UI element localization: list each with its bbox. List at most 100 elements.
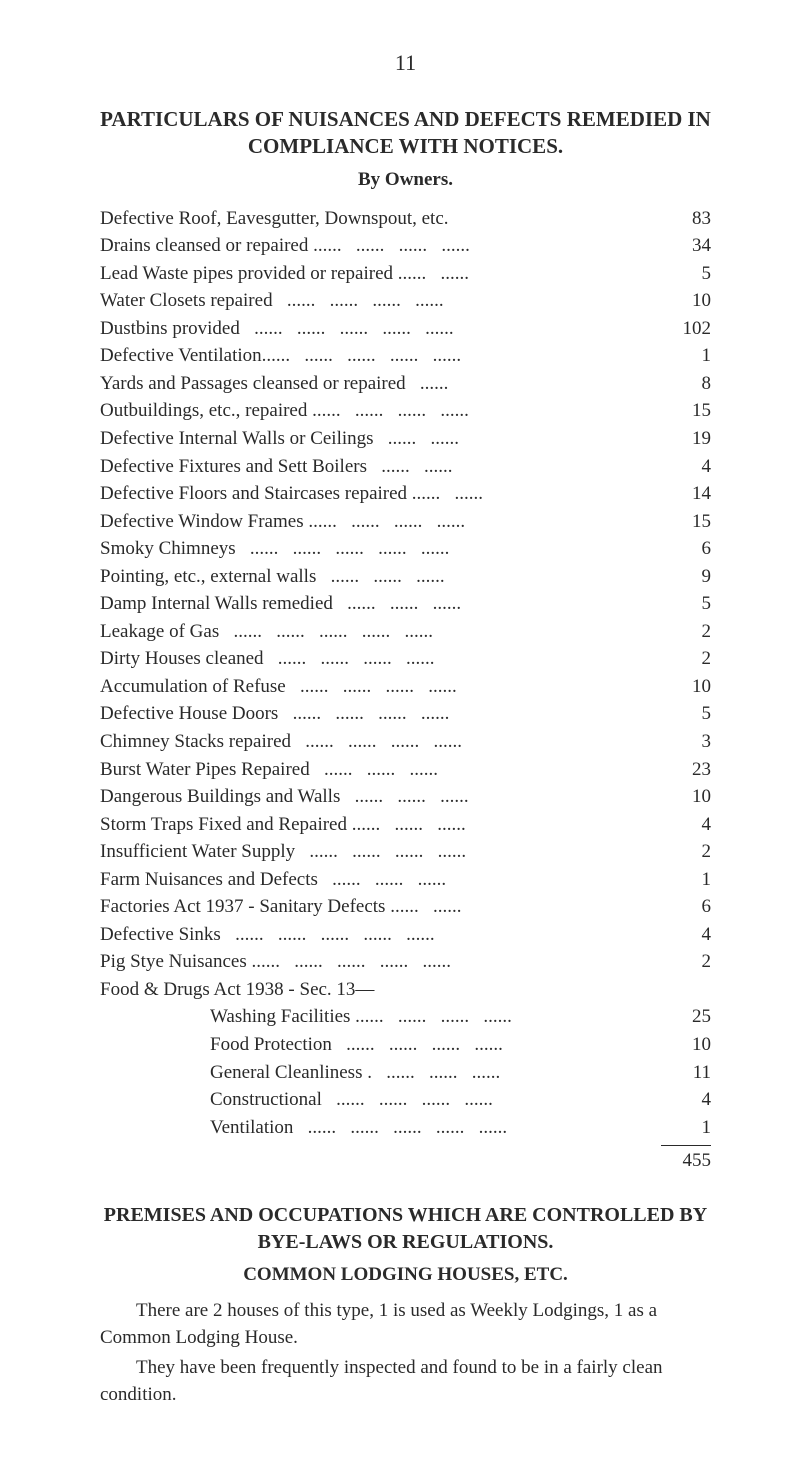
premises-para-1: There are 2 houses of this type, 1 is us… [100,1298,711,1351]
nuisances-list: Defective Roof, Eavesgutter, Downspout, … [100,205,711,1004]
list-item-label: Drains cleansed or repaired ...... .....… [100,232,656,260]
list-item-value: 4 [656,811,711,839]
list-item-value: 4 [656,921,711,949]
page-number: 11 [100,50,711,76]
list-item: Chimney Stacks repaired ...... ...... ..… [100,728,711,756]
list-item-value: 5 [656,260,711,288]
main-heading: PARTICULARS OF NUISANCES AND DEFECTS REM… [100,106,711,161]
list-item-value: 2 [656,645,711,673]
list-item-label: Outbuildings, etc., repaired ...... ....… [100,397,656,425]
list-item-value: 3 [656,728,711,756]
list-item-label: Food & Drugs Act 1938 - Sec. 13— [100,976,656,1004]
list-item: Yards and Passages cleansed or repaired … [100,370,711,398]
list-item: Dangerous Buildings and Walls ...... ...… [100,783,711,811]
sub-list-item-value: 11 [656,1059,711,1087]
list-item: Factories Act 1937 - Sanitary Defects ..… [100,893,711,921]
list-item-value: 34 [656,232,711,260]
by-owners-heading: By Owners. [100,169,711,191]
premises-subheading: COMMON LODGING HOUSES, ETC. [100,1264,711,1286]
list-item-value: 5 [656,590,711,618]
list-item-label: Farm Nuisances and Defects ...... ......… [100,866,656,894]
list-item-value: 15 [656,397,711,425]
list-item: Defective Ventilation...... ...... .....… [100,342,711,370]
list-item-label: Leakage of Gas ...... ...... ...... ....… [100,618,656,646]
list-item-label: Factories Act 1937 - Sanitary Defects ..… [100,893,656,921]
list-item-label: Chimney Stacks repaired ...... ...... ..… [100,728,656,756]
list-item-label: Defective House Doors ...... ...... ....… [100,700,656,728]
list-item: Accumulation of Refuse ...... ...... ...… [100,673,711,701]
sub-list-item-label: Washing Facilities ...... ...... ...... … [100,1003,656,1031]
list-item: Pig Stye Nuisances ...... ...... ...... … [100,948,711,976]
sub-list-item-label: Ventilation ...... ...... ...... ...... … [100,1114,656,1142]
list-item-value: 6 [656,893,711,921]
list-item-label: Defective Sinks ...... ...... ...... ...… [100,921,656,949]
list-item-value: 10 [656,783,711,811]
list-item-label: Smoky Chimneys ...... ...... ...... ....… [100,535,656,563]
sub-list-item-value: 1 [656,1114,711,1142]
list-item-value: 5 [656,700,711,728]
list-item-label: Defective Internal Walls or Ceilings ...… [100,425,656,453]
list-item-value: 9 [656,563,711,591]
total-rule [661,1145,711,1146]
sub-list-item-value: 25 [656,1003,711,1031]
list-item: Food & Drugs Act 1938 - Sec. 13— [100,976,711,1004]
list-item: Insufficient Water Supply ...... ...... … [100,838,711,866]
sub-list-item-label: Constructional ...... ...... ...... ....… [100,1086,656,1114]
list-item: Damp Internal Walls remedied ...... ....… [100,590,711,618]
document-page: 11 PARTICULARS OF NUISANCES AND DEFECTS … [0,0,801,1463]
list-item: Burst Water Pipes Repaired ...... ......… [100,756,711,784]
premises-para-2: They have been frequently inspected and … [100,1355,711,1408]
sub-list-item: General Cleanliness . ...... ...... ....… [100,1059,711,1087]
list-item-value: 4 [656,453,711,481]
list-item-value: 2 [656,948,711,976]
list-item-label: Defective Fixtures and Sett Boilers ....… [100,453,656,481]
list-item-value: 1 [656,342,711,370]
list-item-value: 2 [656,838,711,866]
list-item-value: 10 [656,287,711,315]
list-item: Defective Roof, Eavesgutter, Downspout, … [100,205,711,233]
list-item-label: Defective Floors and Staircases repaired… [100,480,656,508]
list-item-value: 14 [656,480,711,508]
list-item-label: Defective Roof, Eavesgutter, Downspout, … [100,205,656,233]
list-item-value: 102 [656,315,711,343]
list-item: Defective Fixtures and Sett Boilers ....… [100,453,711,481]
list-item: Defective Floors and Staircases repaired… [100,480,711,508]
list-item: Outbuildings, etc., repaired ...... ....… [100,397,711,425]
list-item-value: 8 [656,370,711,398]
list-item-label: Storm Traps Fixed and Repaired ...... ..… [100,811,656,839]
list-item-label: Yards and Passages cleansed or repaired … [100,370,656,398]
list-item-label: Pig Stye Nuisances ...... ...... ...... … [100,948,656,976]
list-item-label: Dirty Houses cleaned ...... ...... .....… [100,645,656,673]
list-item-value: 6 [656,535,711,563]
list-item-value: 10 [656,673,711,701]
list-item: Drains cleansed or repaired ...... .....… [100,232,711,260]
total-row: 455 [100,1150,711,1172]
list-item-value: 23 [656,756,711,784]
list-item: Water Closets repaired ...... ...... ...… [100,287,711,315]
list-item-label: Insufficient Water Supply ...... ...... … [100,838,656,866]
list-item: Lead Waste pipes provided or repaired ..… [100,260,711,288]
list-item-label: Defective Window Frames ...... ...... ..… [100,508,656,536]
total-value: 455 [656,1150,711,1172]
list-item: Defective Window Frames ...... ...... ..… [100,508,711,536]
list-item: Storm Traps Fixed and Repaired ...... ..… [100,811,711,839]
sub-list-item: Food Protection ...... ...... ...... ...… [100,1031,711,1059]
list-item-label: Lead Waste pipes provided or repaired ..… [100,260,656,288]
list-item-value: 2 [656,618,711,646]
list-item-label: Defective Ventilation...... ...... .....… [100,342,656,370]
list-item-value: 15 [656,508,711,536]
sub-list-item-label: Food Protection ...... ...... ...... ...… [100,1031,656,1059]
sub-list-item-value: 10 [656,1031,711,1059]
list-item-label: Dustbins provided ...... ...... ...... .… [100,315,656,343]
list-item: Farm Nuisances and Defects ...... ......… [100,866,711,894]
list-item-value: 83 [656,205,711,233]
sub-list-item-label: General Cleanliness . ...... ...... ....… [100,1059,656,1087]
list-item: Leakage of Gas ...... ...... ...... ....… [100,618,711,646]
sub-items-list: Washing Facilities ...... ...... ...... … [100,1003,711,1141]
sub-list-item: Constructional ...... ...... ...... ....… [100,1086,711,1114]
list-item-label: Accumulation of Refuse ...... ...... ...… [100,673,656,701]
list-item: Smoky Chimneys ...... ...... ...... ....… [100,535,711,563]
list-item: Pointing, etc., external walls ...... ..… [100,563,711,591]
list-item-value: 19 [656,425,711,453]
list-item-label: Dangerous Buildings and Walls ...... ...… [100,783,656,811]
